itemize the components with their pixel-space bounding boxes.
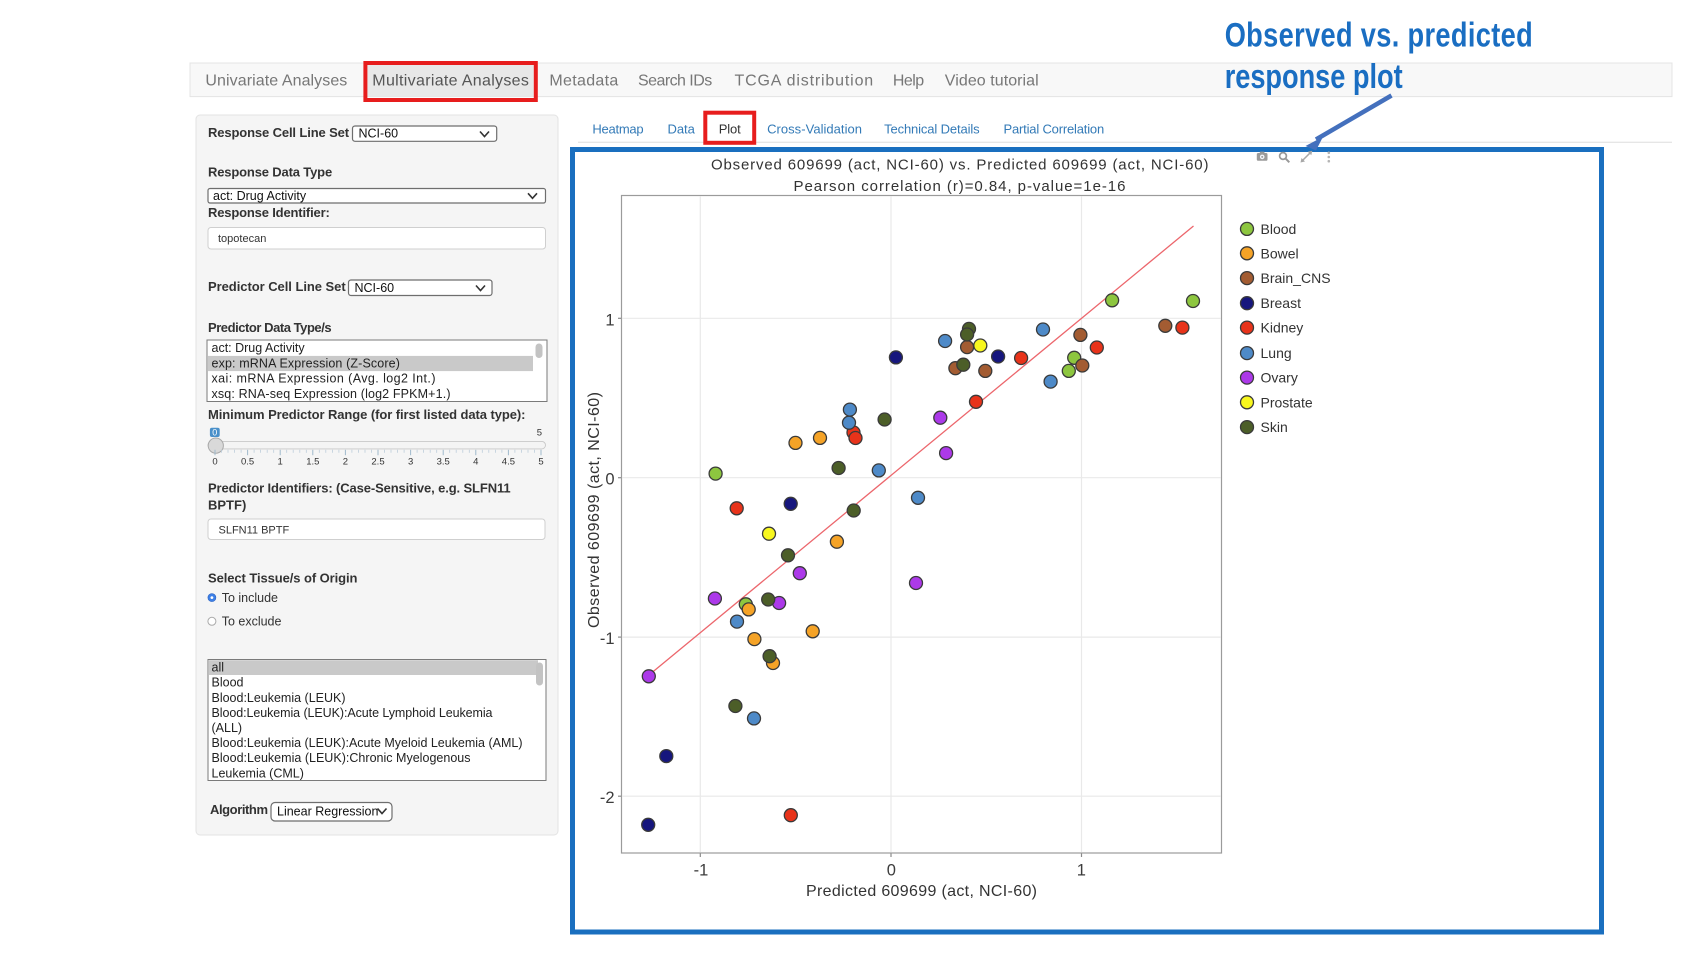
svg-text:1: 1 (605, 311, 614, 329)
svg-text:Predictor Cell Line Set: Predictor Cell Line Set (208, 279, 346, 294)
svg-text:4.5: 4.5 (502, 457, 515, 468)
svg-text:Observed 609699 (act, NCI-60): Observed 609699 (act, NCI-60) (586, 392, 603, 628)
svg-text:Lung: Lung (1261, 345, 1292, 361)
svg-text:Linear Regression: Linear Regression (277, 805, 378, 819)
svg-text:1: 1 (278, 457, 283, 468)
svg-text:5: 5 (537, 428, 542, 439)
svg-text:5: 5 (538, 457, 543, 468)
svg-text:Blood:Leukemia (LEUK):Acute Ly: Blood:Leukemia (LEUK):Acute Lymphoid Leu… (212, 706, 493, 720)
svg-text:2: 2 (343, 457, 348, 468)
svg-text:Search IDs: Search IDs (638, 73, 712, 90)
svg-text:-2: -2 (600, 789, 615, 807)
svg-text:Partial Correlation: Partial Correlation (1004, 122, 1105, 137)
svg-text:TCGA distribution: TCGA distribution (735, 73, 874, 90)
svg-text:-1: -1 (694, 862, 709, 880)
svg-text:0: 0 (212, 457, 217, 468)
svg-text:Minimum Predictor Range (for f: Minimum Predictor Range (for first liste… (208, 407, 526, 422)
svg-text:4: 4 (473, 457, 478, 468)
svg-text:NCI-60: NCI-60 (359, 127, 399, 141)
svg-text:Blood:Leukemia (LEUK): Blood:Leukemia (LEUK) (212, 691, 346, 705)
svg-text:-1: -1 (600, 630, 615, 648)
svg-text:Select Tissue/s of Origin: Select Tissue/s of Origin (208, 571, 358, 586)
svg-text:To exclude: To exclude (222, 615, 282, 629)
svg-text:2.5: 2.5 (371, 457, 384, 468)
svg-text:Pearson correlation (r)=0.84,: Pearson correlation (r)=0.84, p-value=1e… (794, 178, 1126, 195)
svg-text:Observed 609699 (act, NCI-60): Observed 609699 (act, NCI-60) vs. Predic… (711, 157, 1209, 174)
svg-text:0: 0 (887, 862, 896, 880)
svg-text:0: 0 (212, 428, 217, 438)
svg-text:Help: Help (893, 73, 924, 90)
svg-text:Video tutorial: Video tutorial (945, 73, 1039, 90)
svg-text:0: 0 (605, 471, 614, 489)
svg-text:Predictor Data Type/s: Predictor Data Type/s (208, 320, 332, 335)
svg-text:NCI-60: NCI-60 (355, 281, 395, 295)
svg-text:Predictor Identifiers: (Case-S: Predictor Identifiers: (Case-Sensitive, … (208, 481, 511, 496)
svg-text:SLFN11 BPTF: SLFN11 BPTF (219, 525, 290, 537)
svg-text:Blood: Blood (212, 676, 244, 690)
svg-text:Heatmap: Heatmap (592, 122, 643, 137)
svg-text:Bowel: Bowel (1261, 245, 1299, 261)
svg-text:Prostate: Prostate (1261, 394, 1313, 410)
svg-text:Multivariate Analyses: Multivariate Analyses (372, 73, 529, 90)
svg-text:Blood: Blood (1261, 221, 1297, 237)
svg-text:Ovary: Ovary (1261, 370, 1298, 386)
svg-text:Univariate Analyses: Univariate Analyses (205, 73, 347, 90)
svg-text:BPTF): BPTF) (208, 498, 246, 513)
svg-text:Plot: Plot (719, 122, 741, 137)
svg-text:Blood:Leukemia (LEUK):Chronic: Blood:Leukemia (LEUK):Chronic Myelogenou… (212, 751, 471, 765)
svg-text:Cross-Validation: Cross-Validation (767, 122, 862, 137)
svg-text:Blood:Leukemia (LEUK):Acute My: Blood:Leukemia (LEUK):Acute Myeloid Leuk… (212, 736, 523, 750)
svg-text:3.5: 3.5 (437, 457, 450, 468)
svg-text:Leukemia (CML): Leukemia (CML) (212, 766, 304, 780)
svg-text:(ALL): (ALL) (212, 721, 243, 735)
svg-text:Skin: Skin (1261, 419, 1288, 435)
svg-text:act: Drug Activity: act: Drug Activity (213, 189, 307, 203)
svg-text:xai: mRNA Expression (Avg. log: xai: mRNA Expression (Avg. log2 Int.) (212, 372, 436, 386)
svg-text:Response Data Type: Response Data Type (208, 165, 332, 180)
svg-text:exp: mRNA Expression (Z-Score): exp: mRNA Expression (Z-Score) (212, 356, 400, 370)
svg-text:response plot: response plot (1225, 57, 1403, 96)
svg-text:Algorithm: Algorithm (210, 802, 268, 817)
svg-text:1.5: 1.5 (306, 457, 319, 468)
svg-text:Brain_CNS: Brain_CNS (1261, 270, 1331, 286)
svg-text:topotecan: topotecan (218, 233, 266, 245)
svg-text:3: 3 (408, 457, 413, 468)
svg-text:act: Drug Activity: act: Drug Activity (212, 341, 306, 355)
svg-text:To include: To include (222, 591, 278, 605)
svg-text:Metadata: Metadata (549, 73, 618, 90)
svg-text:Technical Details: Technical Details (884, 122, 980, 137)
svg-text:Response Cell Line Set: Response Cell Line Set (208, 125, 350, 140)
svg-text:Breast: Breast (1261, 295, 1302, 311)
svg-text:Predicted 609699 (act, NCI-60): Predicted 609699 (act, NCI-60) (806, 883, 1037, 900)
svg-text:1: 1 (1077, 862, 1086, 880)
svg-text:Observed vs. predicted: Observed vs. predicted (1225, 16, 1533, 55)
svg-text:all: all (212, 661, 225, 675)
svg-text:xsq: RNA-seq Expression (log2: xsq: RNA-seq Expression (log2 FPKM+1.) (212, 387, 451, 401)
svg-text:0.5: 0.5 (241, 457, 254, 468)
svg-text:Data: Data (668, 122, 696, 137)
svg-text:Response Identifier:: Response Identifier: (208, 205, 330, 220)
svg-text:Kidney: Kidney (1261, 320, 1304, 336)
